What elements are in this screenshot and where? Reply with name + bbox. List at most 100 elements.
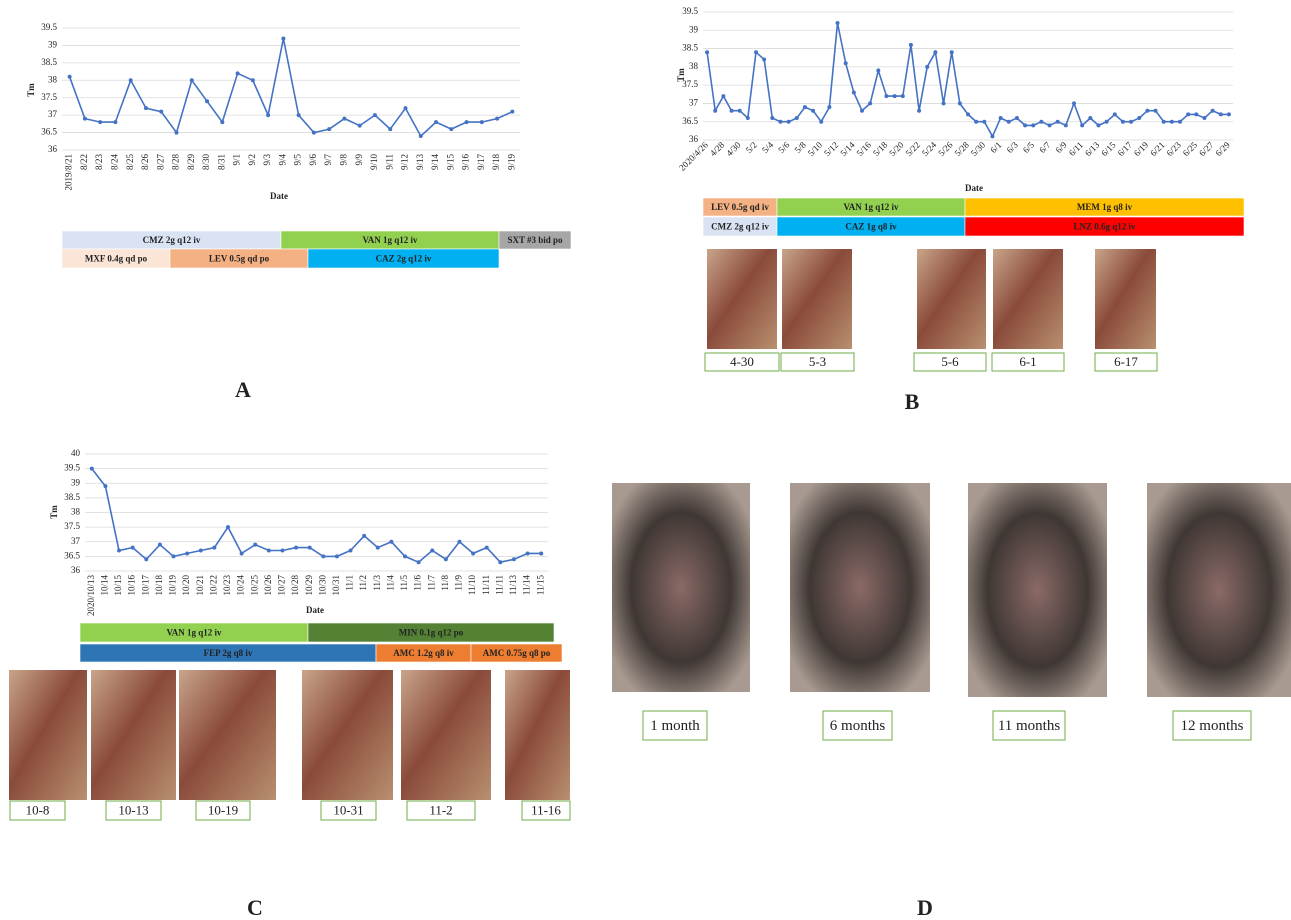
y-axis-title: Tm <box>49 505 59 519</box>
x-tick-label: 8/31 <box>216 154 226 170</box>
data-point <box>1178 120 1182 124</box>
data-point <box>212 546 216 550</box>
data-point <box>705 50 709 54</box>
data-point <box>281 36 285 40</box>
x-tick-label: 10/15 <box>113 575 123 596</box>
y-tick-label: 37.5 <box>41 92 57 102</box>
data-point <box>1154 109 1158 113</box>
x-tick-label: 9/5 <box>293 154 303 166</box>
wound-photo <box>612 483 750 692</box>
data-point <box>778 120 782 124</box>
data-point <box>267 549 271 553</box>
panel-label: C <box>247 895 263 920</box>
wound-photo <box>91 670 176 800</box>
data-point <box>876 69 880 73</box>
data-point <box>358 124 362 128</box>
data-point <box>388 127 392 131</box>
x-tick-label: 6/5 <box>1021 139 1037 155</box>
x-tick-label: 5/4 <box>760 139 776 155</box>
data-point <box>236 71 240 75</box>
data-point <box>844 61 848 65</box>
data-point <box>1080 123 1084 127</box>
data-point <box>1186 112 1190 116</box>
panel-label: D <box>917 895 933 920</box>
x-tick-label: 6/27 <box>1197 139 1216 158</box>
data-point <box>819 120 823 124</box>
x-tick-label: 6/13 <box>1083 139 1102 158</box>
data-point <box>526 551 530 555</box>
data-point <box>1039 120 1043 124</box>
x-tick-label: 6/17 <box>1116 139 1135 158</box>
x-tick-label: 10/16 <box>127 575 137 596</box>
x-tick-label: 9/10 <box>369 154 379 171</box>
x-tick-label: 10/22 <box>208 575 218 596</box>
data-point <box>419 134 423 138</box>
x-tick-label: 10/30 <box>317 575 327 596</box>
x-tick-label: 5/18 <box>871 139 890 158</box>
x-tick-label: 5/26 <box>936 139 955 158</box>
data-point <box>1211 109 1215 113</box>
photo-caption: 10-19 <box>208 802 238 817</box>
wound-photo <box>302 670 393 800</box>
data-point <box>1015 116 1019 120</box>
data-point <box>465 120 469 124</box>
regimen-label: CMZ 2g q12 iv <box>711 222 769 232</box>
data-point <box>253 543 257 547</box>
data-point <box>1129 120 1133 124</box>
x-tick-label: 2020/10/13 <box>86 575 96 617</box>
x-tick-label: 9/4 <box>277 154 287 166</box>
data-point <box>982 120 986 124</box>
x-tick-label: 5/14 <box>838 139 857 158</box>
temperature-line <box>70 39 513 137</box>
data-point <box>266 113 270 117</box>
data-point <box>1170 120 1174 124</box>
data-point <box>730 109 734 113</box>
y-tick-label: 39 <box>689 24 699 34</box>
x-tick-label: 5/30 <box>969 139 988 158</box>
wound-photo <box>179 670 276 800</box>
photo-caption: 6-1 <box>1019 354 1036 369</box>
data-point <box>512 557 516 561</box>
regimen-label: AMC 0.75g q8 po <box>483 648 551 658</box>
data-point <box>1227 112 1231 116</box>
data-point <box>1145 109 1149 113</box>
data-point <box>376 546 380 550</box>
x-tick-label: 8/29 <box>186 154 196 171</box>
data-point <box>1137 116 1141 120</box>
x-tick-label: 6/29 <box>1213 139 1232 158</box>
data-point <box>83 117 87 121</box>
photo-caption: 10-13 <box>118 802 148 817</box>
y-tick-label: 36.5 <box>41 127 57 137</box>
regimen-label: LEV 0.5g qd po <box>209 254 270 264</box>
photo-caption: 5-3 <box>809 354 826 369</box>
y-tick-label: 37.5 <box>64 521 80 531</box>
x-tick-label: 8/30 <box>201 154 211 171</box>
data-point <box>803 105 807 109</box>
x-tick-label: 9/16 <box>461 154 471 171</box>
panel-label: B <box>905 389 920 414</box>
data-point <box>103 484 107 488</box>
data-point <box>417 560 421 564</box>
regimen-label: LEV 0.5g qd iv <box>711 202 769 212</box>
data-point <box>495 117 499 121</box>
photo-caption: 10-31 <box>333 802 363 817</box>
data-point <box>754 50 758 54</box>
photo-caption: 6 months <box>830 718 886 734</box>
y-tick-label: 37 <box>689 97 699 107</box>
data-point <box>199 549 203 553</box>
x-tick-label: 9/11 <box>384 154 394 170</box>
x-tick-label: 4/28 <box>708 139 727 158</box>
wound-photo <box>1147 483 1291 697</box>
wound-photo <box>505 670 570 800</box>
x-tick-label: 9/14 <box>430 154 440 171</box>
y-tick-label: 38.5 <box>64 492 80 502</box>
data-point <box>403 554 407 558</box>
data-point <box>721 94 725 98</box>
x-tick-label: 4/30 <box>724 139 743 158</box>
x-tick-label: 9/13 <box>415 154 425 171</box>
x-tick-label: 5/24 <box>920 139 939 158</box>
x-tick-label: 2020/4/26 <box>677 139 710 172</box>
data-point <box>1162 120 1166 124</box>
data-point <box>958 101 962 105</box>
y-tick-label: 37 <box>48 109 58 119</box>
